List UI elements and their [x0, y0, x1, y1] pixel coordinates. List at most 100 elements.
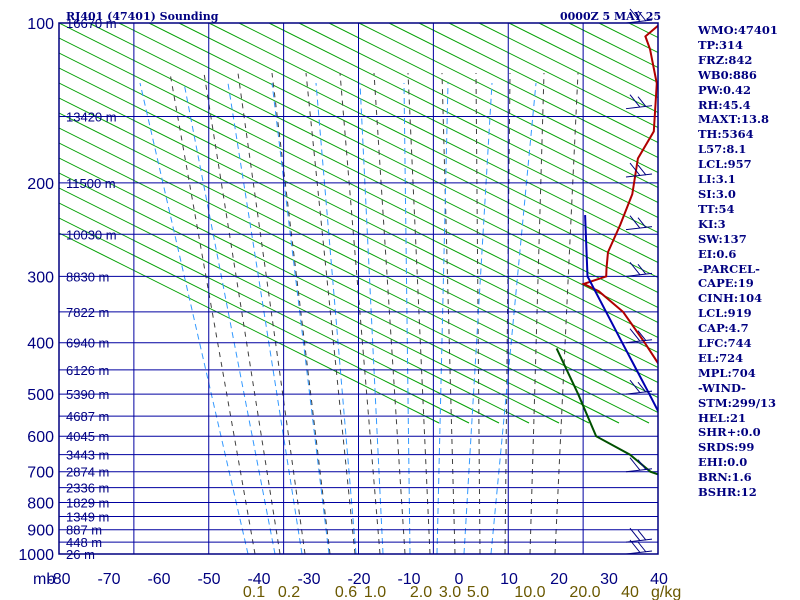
mixing-ratio-label: 0.2: [278, 584, 300, 600]
wind-barb-flag: [637, 217, 647, 228]
pressure-tick-label: 800: [27, 496, 54, 513]
wind-barb-flag: [629, 8, 641, 22]
dry-adiabats: [59, 23, 658, 424]
index-item: BRN:1.6: [698, 470, 752, 485]
dry-adiabat-line: [418, 23, 658, 144]
dry-adiabat-line: [59, 187, 530, 424]
chart-title: RJ401 (47401) Sounding: [66, 10, 219, 23]
dry-adiabat-line: [298, 23, 658, 204]
wind-barb-staff: [625, 226, 653, 231]
isobars: [59, 22, 658, 555]
wind-barb-flag: [637, 330, 647, 342]
index-item: EI:0.6: [698, 246, 737, 261]
pressure-tick-label: 400: [27, 336, 54, 353]
height-label: 2336 m: [66, 481, 109, 496]
index-item: L57:8.1: [698, 142, 747, 157]
temperature-tick-label: -60: [147, 571, 170, 588]
moist-adiabat-line: [203, 72, 281, 554]
wind-barbs: [625, 8, 653, 555]
height-labels: 16670 m 13420 m 11500 m 10030 m 8830 m 7822 m…: [66, 16, 117, 562]
wind-barb-flag: [637, 459, 647, 471]
dry-adiabat-line: [59, 112, 658, 414]
index-item: MAXT:13.8: [698, 112, 769, 127]
index-item: CINH:104: [698, 291, 763, 306]
moist-adiabat-line: [407, 72, 431, 554]
dry-adiabat-line: [148, 23, 658, 279]
index-item: WMO:47401: [698, 23, 778, 37]
mixing-ratio-label: 2.0: [410, 584, 432, 600]
height-label: 6126 m: [66, 363, 109, 378]
index-item: TH:5364: [698, 127, 754, 142]
moist-adiabat-line: [271, 72, 331, 554]
parcel-path: [584, 215, 658, 414]
index-item: -WIND-: [698, 380, 746, 395]
height-label: 11500 m: [66, 176, 116, 191]
mixing-ratio-unit: g/kg: [651, 584, 681, 600]
moist-adiabat-line: [339, 72, 381, 554]
pressure-tick-label: 700: [27, 465, 54, 482]
index-item: SRDS:99: [698, 440, 755, 455]
height-label: 5390 m: [66, 387, 109, 402]
dry-adiabat-line: [59, 52, 658, 354]
mixing-ratio-line: [271, 82, 330, 554]
wind-barb-flag: [629, 527, 641, 541]
dry-adiabat-line: [59, 127, 650, 424]
wind-barb-flag: [637, 541, 647, 553]
chart-time: 0000Z 5 MAY 25: [560, 10, 661, 23]
dry-adiabat-line: [59, 217, 470, 424]
height-label: 1829 m: [66, 496, 109, 511]
height-label: 26 m: [66, 547, 95, 562]
mixing-ratio-labels: 0.1 0.2 0.6 1.0 2.0 3.0 5.0 10.0 20.0 40: [243, 584, 639, 600]
moist-adiabat-line: [441, 72, 456, 554]
dry-adiabat-line: [118, 23, 658, 294]
wind-barb-flag: [629, 215, 641, 229]
wind-barb: [625, 379, 653, 395]
dry-adiabat-line: [59, 232, 440, 424]
dry-adiabat-line: [268, 23, 658, 219]
wind-barb: [625, 94, 653, 110]
stability-indices-panel: WMO:47401 TP:314 FRZ:842 WB0:886 PW:0.42 RH:4…: [698, 23, 798, 500]
temperature-tick-label: 40: [650, 571, 668, 588]
wind-barb-flag: [629, 162, 641, 176]
index-item: HEL:21: [698, 410, 746, 425]
wind-barb: [625, 457, 653, 473]
wind-barb-flag: [629, 262, 641, 276]
mixing-ratio-label: 5.0: [467, 584, 489, 600]
sounding-profiles: [555, 24, 658, 476]
index-item: PW:0.42: [698, 82, 752, 97]
mixing-ratio-label: 40: [621, 584, 639, 600]
temperature-tick-label: 30: [600, 571, 618, 588]
dry-adiabat-line: [178, 23, 658, 264]
pressure-tick-labels: 100 200 300 400 500 600 700 800 900 1000: [18, 16, 54, 564]
wind-barb-staff: [625, 390, 653, 395]
temperature-tick-label: 0: [455, 571, 464, 588]
mixing-ratio-line: [139, 82, 249, 554]
dry-adiabat-line: [238, 23, 658, 234]
dry-adiabat-line: [59, 82, 658, 384]
dry-adiabat-line: [59, 97, 658, 399]
temperature-tick-label: -10: [397, 571, 420, 588]
wind-barb-staff: [625, 538, 653, 543]
wind-barb-flag: [629, 539, 641, 553]
pressure-tick-label: 500: [27, 387, 54, 404]
wind-barb-staff: [625, 339, 653, 344]
mixing-ratio-line: [436, 82, 449, 554]
dewpoint-profile: [555, 347, 658, 476]
wind-barb-flag: [629, 328, 641, 342]
mixing-ratio-lines: [139, 82, 537, 554]
moist-adiabat-line: [169, 72, 256, 554]
wind-barb-flag: [637, 381, 647, 393]
wind-barb-flag: [637, 10, 647, 22]
temperature-tick-label: -80: [47, 571, 70, 588]
temperature-tick-label: 10: [500, 571, 518, 588]
dry-adiabat-line: [59, 142, 620, 424]
dry-adiabat-line: [59, 37, 658, 339]
height-label: 6940 m: [66, 336, 109, 351]
temperature-tick-labels: -80 -70 -60 -50 -40 -30 -20 -10 0 10 20 30 40: [47, 571, 668, 588]
index-item: MPL:704: [698, 365, 756, 380]
wind-barb-flag: [629, 457, 641, 471]
height-label: 13420 m: [66, 110, 117, 125]
height-label: 1349 m: [66, 510, 109, 525]
pressure-tick-label: 600: [27, 429, 54, 446]
index-item: SI:3.0: [698, 186, 736, 201]
